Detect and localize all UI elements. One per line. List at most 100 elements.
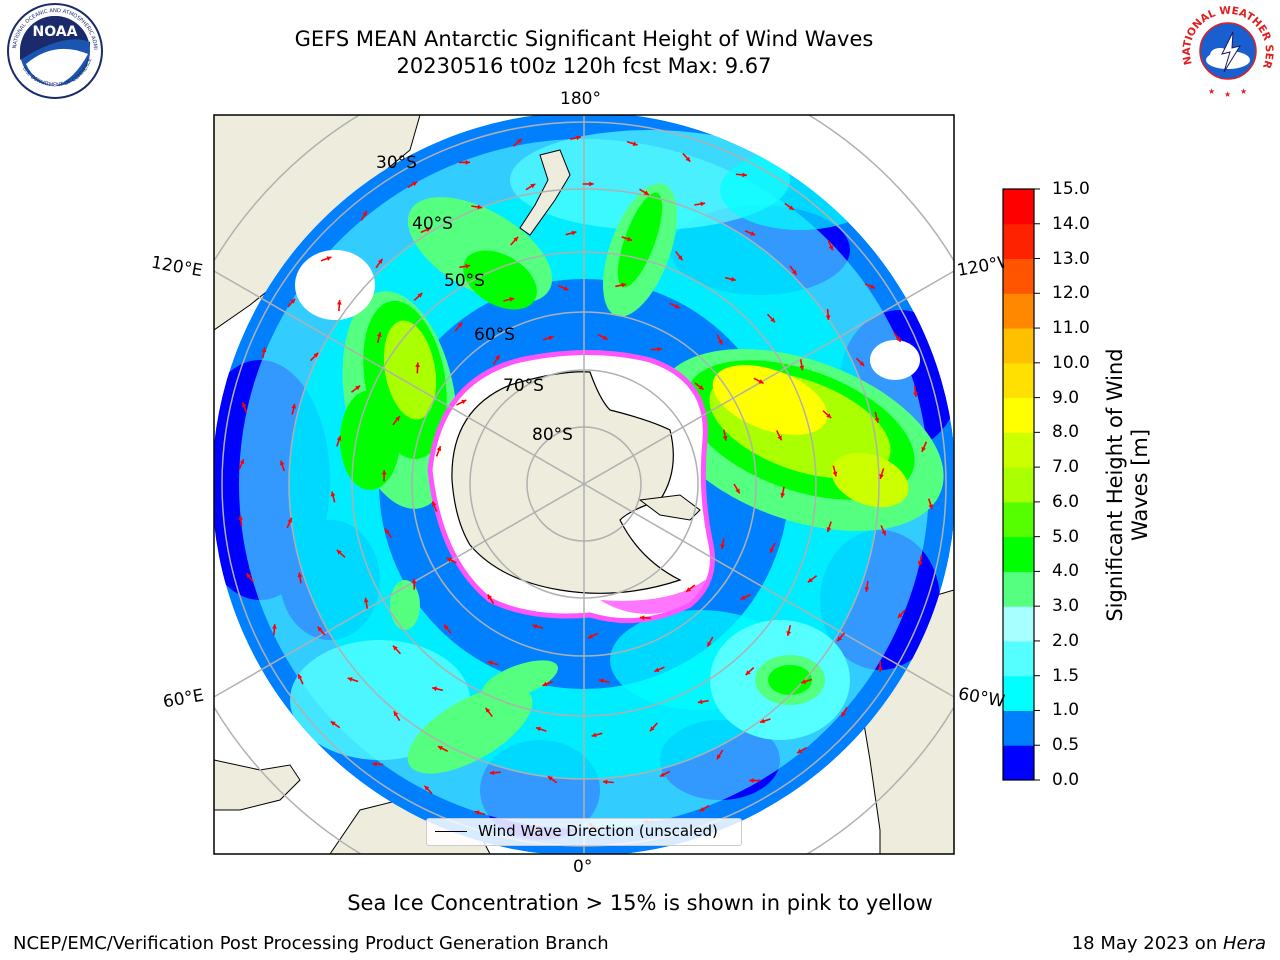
wave-direction-arrowhead <box>465 159 470 165</box>
wave-direction-arrowhead <box>362 210 367 216</box>
colorbar-tick-label: 11.0 <box>1052 318 1090 339</box>
wave-direction-arrowhead <box>760 718 765 724</box>
wave-direction-arrowhead <box>649 726 655 732</box>
wave-direction-arrowhead <box>530 183 536 189</box>
lat-label-40s: 40°S <box>412 214 453 234</box>
footer-machine: Hera <box>1222 933 1266 954</box>
colorbar-tick-label: 5.0 <box>1052 526 1080 547</box>
chart-title: GEFS MEAN Antarctic Significant Height o… <box>294 27 874 51</box>
wave-direction-arrowhead <box>720 544 725 549</box>
colorbar-block <box>1003 606 1034 642</box>
wave-direction-arrowhead <box>587 634 593 639</box>
wave-direction-arrowhead <box>921 446 926 452</box>
wave-direction-arrowhead <box>330 721 336 726</box>
colorbar-block <box>1003 536 1034 572</box>
wave-direction-arrowhead <box>826 413 832 419</box>
wave-direction-arrowhead <box>242 402 247 408</box>
wave-direction-arrowhead <box>792 269 797 275</box>
colorbar <box>1003 188 1040 781</box>
wave-direction-arrowhead <box>291 403 297 409</box>
svg-text:NOAA: NOAA <box>33 24 78 40</box>
wave-direction-arrowhead <box>828 245 834 251</box>
wave-direction-arrowhead <box>376 332 382 337</box>
colorbar-tick-label: 8.0 <box>1052 422 1080 443</box>
wave-direction-arrowhead <box>837 636 843 642</box>
wave-direction-arrowhead <box>330 491 336 497</box>
wave-direction-arrowhead <box>474 810 480 815</box>
wave-direction-arrowhead <box>485 707 491 713</box>
wave-direction-arrowhead <box>431 501 437 507</box>
colorbar-tick-label: 4.0 <box>1052 561 1080 582</box>
wave-direction-arrowhead <box>347 677 353 682</box>
footer-date: 18 May 2023 on Hera <box>1072 933 1266 954</box>
colorbar-block <box>1003 223 1034 260</box>
wave-direction-arrowhead <box>415 362 421 367</box>
wave-direction-arrowhead <box>487 594 493 600</box>
wave-direction-arrowhead <box>700 201 706 207</box>
wave-direction-arrowhead <box>788 205 794 210</box>
wave-direction-arrowhead <box>412 181 418 187</box>
wave-direction-arrowhead <box>602 335 608 340</box>
colorbar-tick-label: 6.0 <box>1052 491 1080 512</box>
wave-direction-arrowhead <box>239 459 245 465</box>
wave-direction-arrowhead <box>685 156 691 162</box>
wave-direction-arrowhead <box>563 286 569 291</box>
legend-line-swatch <box>435 831 467 832</box>
wave-direction-arrowhead <box>707 641 712 647</box>
lat-label-50s: 50°S <box>444 271 485 291</box>
colorbar-block <box>1003 467 1034 503</box>
sea-ice-note: Sea Ice Concentration > 15% is shown in … <box>347 891 933 915</box>
wave-direction-arrowhead <box>740 595 746 600</box>
colorbar-tick-label: 14.0 <box>1052 213 1090 234</box>
colorbar-block <box>1003 640 1034 677</box>
wave-direction-arrowhead <box>326 256 332 261</box>
legend-label: Wind Wave Direction (unscaled) <box>478 822 718 840</box>
wave-direction-arrowhead <box>336 435 342 441</box>
wave-direction-arrowhead <box>425 227 431 233</box>
lon-label-0: 0° <box>573 857 593 877</box>
colorbar-block <box>1003 293 1034 329</box>
wave-direction-arrowhead <box>372 761 377 767</box>
wave-direction-arrowhead <box>495 355 500 360</box>
wave-direction-arrowhead <box>841 711 846 717</box>
wind-wave-arrows <box>238 135 934 831</box>
colorbar-block <box>1003 397 1034 433</box>
wave-direction-arrowhead <box>654 667 660 672</box>
colorbar-block <box>1003 501 1034 538</box>
colorbar-label-line2: Waves [m] <box>1128 428 1152 542</box>
wave-direction-arrowhead <box>395 416 400 422</box>
svg-text:★: ★ <box>1208 87 1215 96</box>
wave-direction-arrowhead <box>917 561 923 566</box>
wave-direction-arrowhead <box>870 284 876 289</box>
wave-direction-arrowhead <box>731 276 736 282</box>
nws-logo: NATIONAL WEATHER SERVICE ★ ★ ★ <box>1174 0 1278 104</box>
wave-direction-arrowhead <box>336 300 342 305</box>
colorbar-block <box>1003 258 1034 294</box>
wave-direction-arrowhead <box>436 446 442 452</box>
wave-direction-arrowhead <box>718 339 723 345</box>
wave-direction-arrowhead <box>598 678 604 684</box>
wave-direction-arrowhead <box>879 473 884 479</box>
footer-date-text: 18 May 2023 on <box>1071 933 1223 954</box>
wave-direction-arrowhead <box>571 230 577 236</box>
wave-direction-arrowhead <box>532 624 538 629</box>
colorbar-block <box>1003 362 1034 399</box>
wave-direction-arrowhead <box>393 711 399 717</box>
wave-direction-arrowhead <box>377 258 383 264</box>
colorbar-tick-label: 1.0 <box>1052 700 1080 721</box>
wave-direction-arrowhead <box>722 435 728 441</box>
wave-direction-arrowhead <box>547 776 553 781</box>
wave-direction-arrowhead <box>317 626 323 632</box>
wave-direction-arrowhead <box>797 748 803 754</box>
colorbar-block <box>1003 745 1034 781</box>
wave-direction-arrowhead <box>417 292 423 298</box>
wave-direction-arrowhead <box>287 517 292 523</box>
wave-direction-arrowhead <box>272 624 277 629</box>
wave-direction-arrowhead <box>279 460 285 466</box>
wave-direction-arrowhead <box>639 615 645 621</box>
colorbar-block <box>1003 328 1034 364</box>
wave-direction-arrowhead <box>657 346 662 352</box>
wave-direction-arrowhead <box>535 726 541 732</box>
wave-direction-arrowhead <box>928 504 934 510</box>
wave-direction-arrowhead <box>799 365 805 371</box>
